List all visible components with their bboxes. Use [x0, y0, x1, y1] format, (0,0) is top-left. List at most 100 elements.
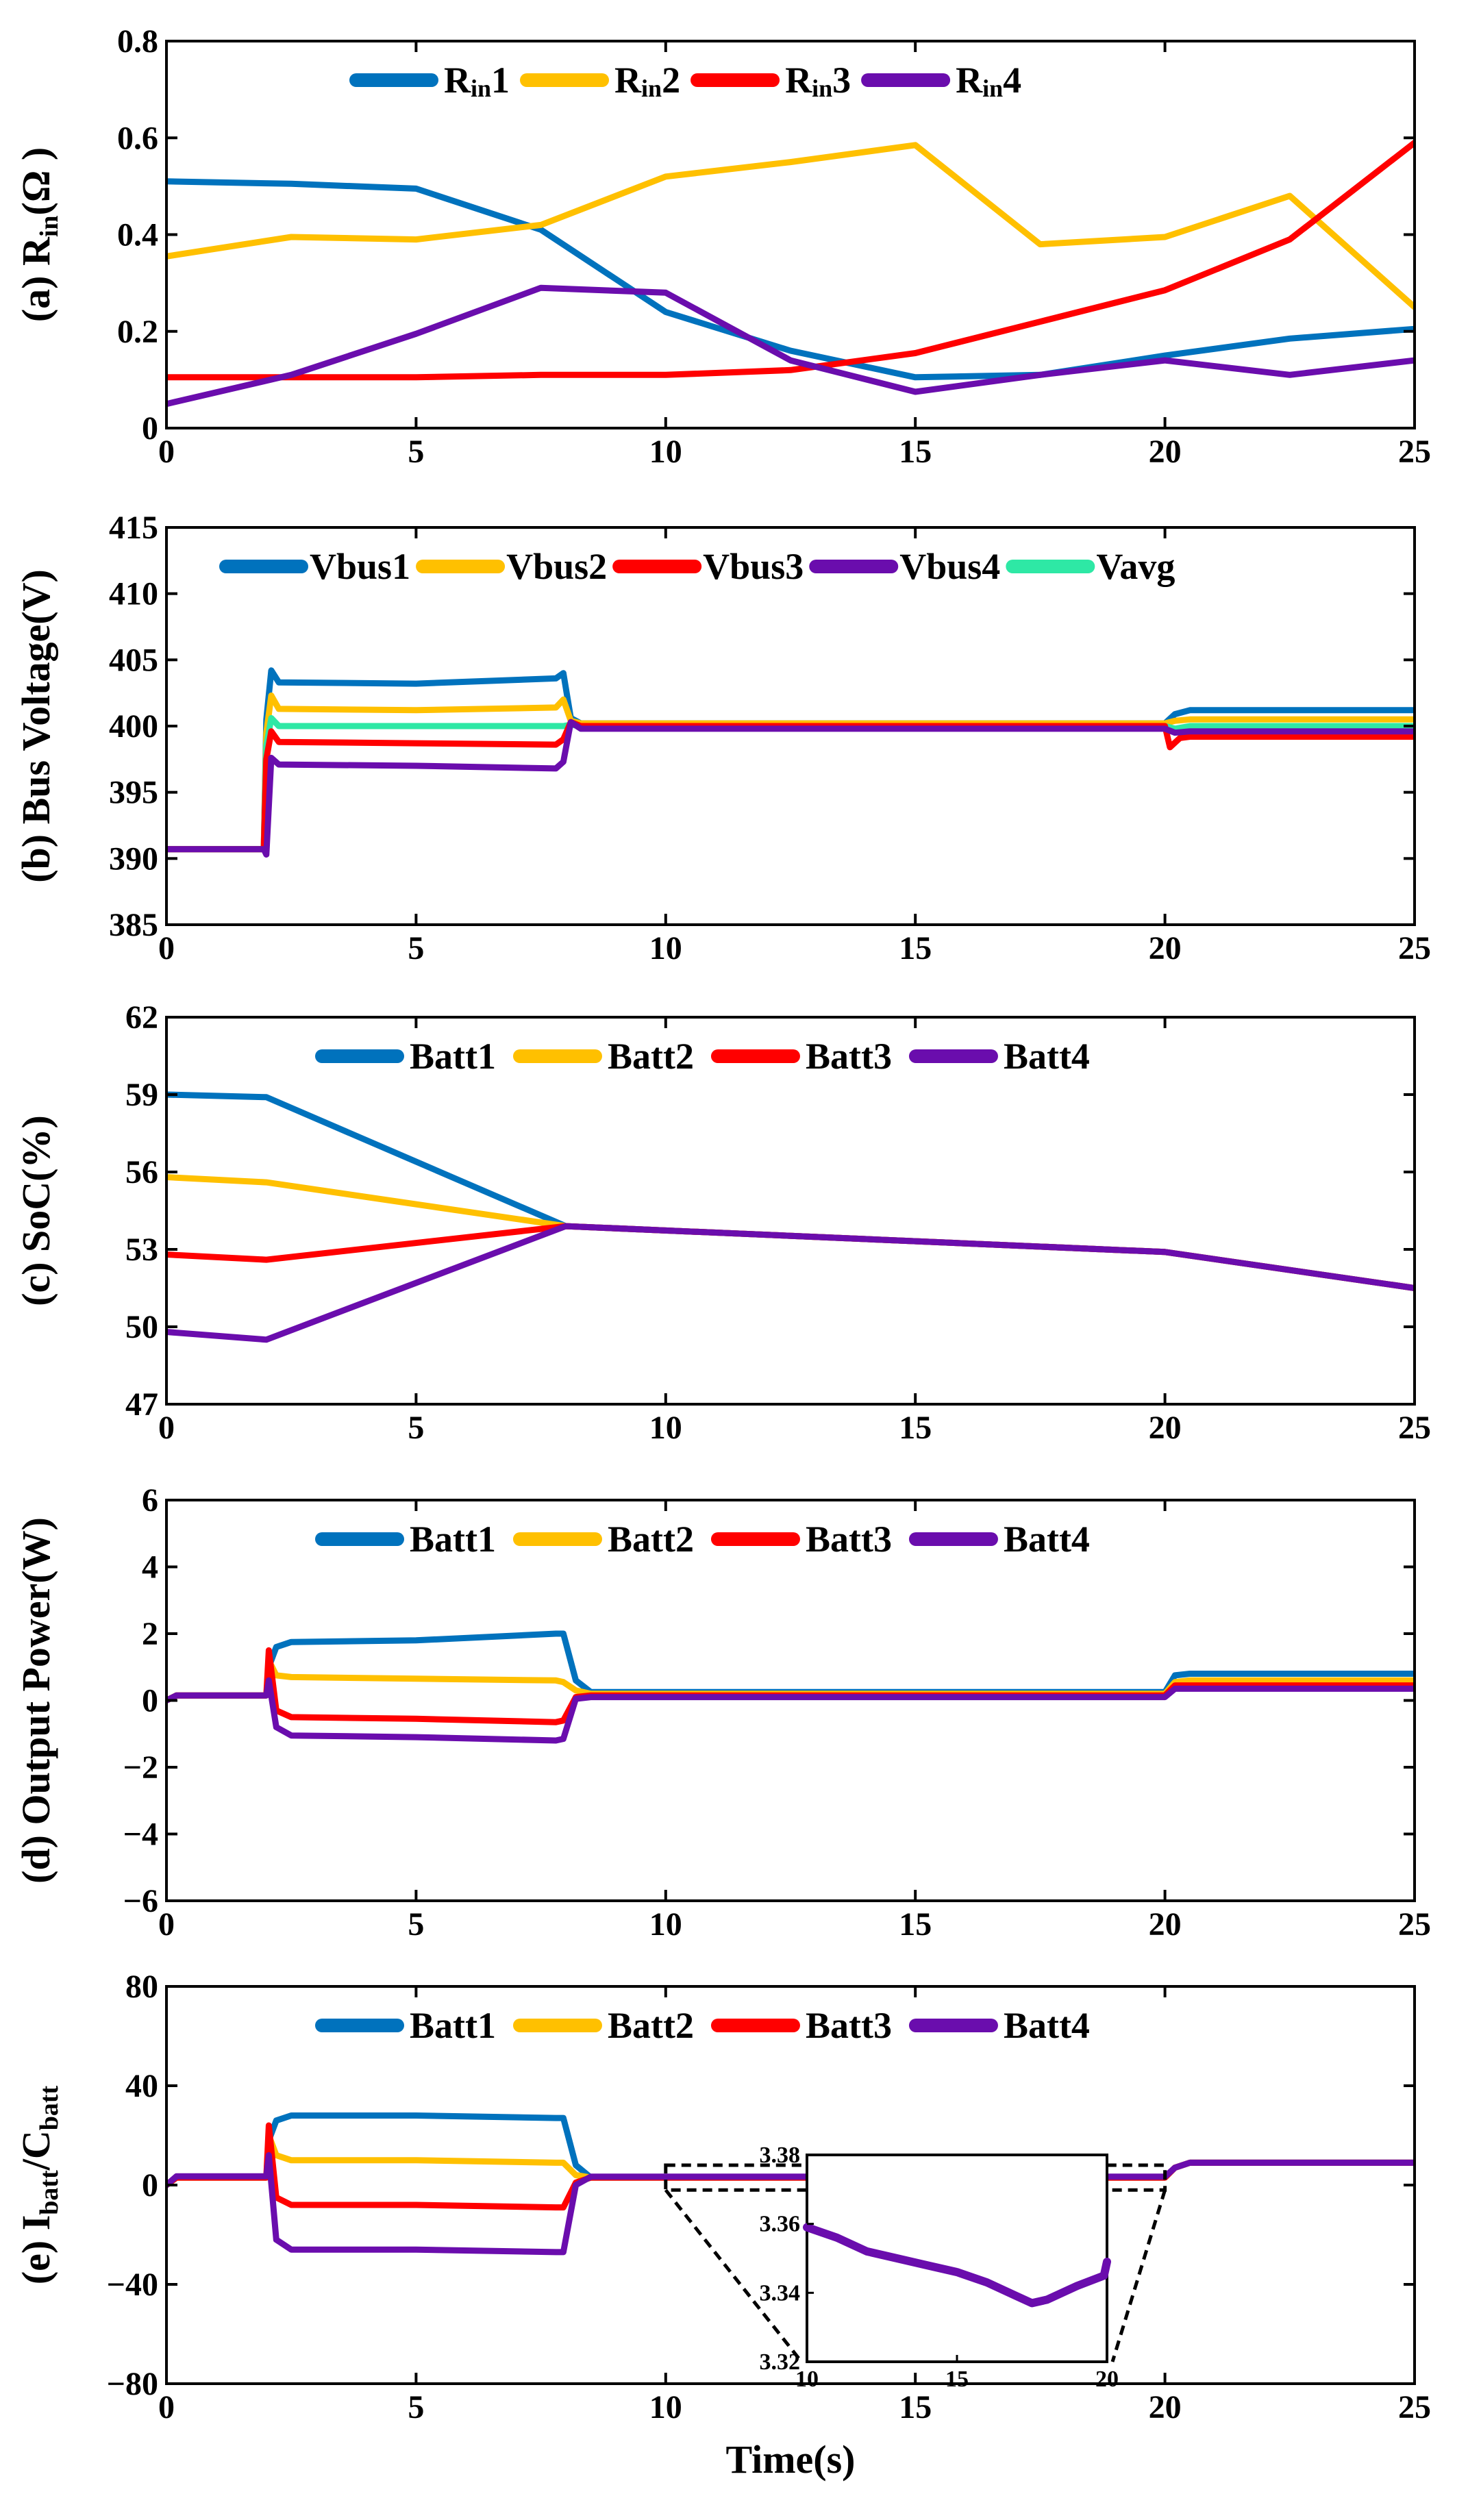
inset-axes: 10 15 20 3.32 3.34 3.36 3.38 — [760, 2143, 1119, 2392]
x-tick-label: 5 — [408, 2389, 424, 2425]
legend-label-tail: 4 — [1003, 60, 1021, 101]
zoom-connector-right — [1110, 2189, 1167, 2362]
legend-entry-batt1: Batt1 — [410, 2005, 496, 2046]
y-axis-label-sub: batt — [35, 2170, 64, 2215]
series-line-batt4 — [166, 1223, 1415, 1343]
legend-label: Vbus4 — [899, 546, 1000, 587]
legend-label: Batt3 — [806, 2005, 892, 2046]
series-line-vbus1 — [166, 667, 1415, 853]
x-tick-label: 20 — [1149, 1410, 1182, 1446]
inset-x-tick-label: 20 — [1095, 2367, 1119, 2392]
y-axis-label-text: /C — [14, 2130, 58, 2171]
inset-y-tick-label: 3.38 — [760, 2143, 801, 2168]
x-tick-label: 20 — [1149, 2389, 1182, 2425]
legend-label: R — [444, 60, 471, 101]
legend-entry-vbus2: Vbus2 — [506, 546, 607, 587]
legend-label: Batt4 — [1004, 2005, 1090, 2046]
inset-series-line-batt4 — [803, 2223, 1111, 2308]
legend-entry-batt3: Batt3 — [806, 1519, 892, 1560]
y-tick-label: 0.2 — [117, 314, 158, 350]
y-tick-label: 4 — [142, 1549, 158, 1586]
y-tick-label: −2 — [123, 1749, 158, 1786]
inset-frame — [806, 2154, 1108, 2363]
y-axis-label-text: (a) R — [14, 236, 58, 322]
series-line-rin1 — [166, 178, 1415, 381]
legend-entry-batt3: Batt3 — [806, 2005, 892, 2046]
series-line-rin4 — [166, 284, 1415, 408]
x-tick-label: 10 — [649, 1410, 682, 1446]
y-axis-label-sub: batt — [35, 2085, 64, 2130]
y-tick-label: 2 — [142, 1616, 158, 1652]
x-tick-label: 25 — [1398, 2389, 1431, 2425]
x-tick-label: 20 — [1149, 1906, 1182, 1943]
inset-x-tick-label: 15 — [945, 2367, 969, 2392]
x-tick-label: 25 — [1398, 930, 1431, 966]
y-tick-label: 0.6 — [117, 120, 158, 156]
x-tick-label: 15 — [899, 930, 932, 966]
y-axis-label: (e) Ibatt/Cbatt — [14, 2085, 64, 2284]
y-tick-label: −80 — [107, 2366, 158, 2402]
series-line-batt4 — [166, 2152, 1415, 2256]
legend-label-sub: in — [982, 75, 1003, 102]
legend-entry-batt1: Batt1 — [410, 1036, 496, 1077]
series-group — [166, 139, 1415, 408]
plot-frame — [165, 1016, 1416, 1406]
legend-entry-rin4: Rin4 — [956, 60, 1021, 102]
y-tick-label: 0 — [142, 1683, 158, 1719]
legend-entry-batt4: Batt4 — [1004, 2005, 1090, 2046]
series-line-batt4 — [166, 1677, 1415, 1744]
x-tick-label: 15 — [899, 1906, 932, 1943]
legend-entry-batt4: Batt4 — [1004, 1519, 1090, 1560]
x-tick-label: 0 — [158, 1906, 175, 1943]
panel-d: 0 5 10 15 20 25 −6 −4 −2 0 2 4 6 (d) Output Power(W) B… — [14, 1482, 1431, 1943]
series-line-vbus4 — [166, 719, 1415, 858]
legend-label: Vbus3 — [703, 546, 804, 587]
y-tick-label: 0.4 — [117, 217, 158, 253]
inset-y-tick-label: 3.36 — [760, 2212, 801, 2237]
plot-frame — [165, 1985, 1416, 2385]
series-line-rin2 — [166, 142, 1415, 310]
panel-b: 0 5 10 15 20 25 385 390 395 400 405 410 415 (b) Bus V… — [14, 510, 1431, 966]
series-group — [166, 1091, 1415, 1343]
y-axis-label-text: (e) I — [14, 2215, 58, 2284]
x-tick-label: 10 — [649, 2389, 682, 2425]
x-tick-label: 15 — [899, 1410, 932, 1446]
y-axis-label-sub: in — [35, 215, 64, 237]
y-axis-label: (d) Output Power(W) — [14, 1517, 58, 1884]
legend-label: R — [785, 60, 812, 101]
legend-label: Vbus2 — [506, 546, 607, 587]
y-tick-label: 50 — [125, 1309, 158, 1345]
legend-label-sub: in — [641, 75, 662, 102]
x-tick-label: 25 — [1398, 1906, 1431, 1943]
series-group — [166, 2112, 1415, 2256]
legend-entry-vavg: Vavg — [1096, 546, 1175, 587]
legend: Rin1 Rin2 Rin3 Rin4 — [349, 60, 1021, 102]
x-tick-label: 5 — [408, 1410, 424, 1446]
y-tick-label: 415 — [109, 510, 158, 546]
x-tick-label: 0 — [158, 930, 175, 966]
y-axis-label: (b) Bus Voltage(V) — [14, 569, 58, 883]
y-axis-label-text: (b) Bus Voltage(V) — [14, 569, 58, 883]
y-axis-label: (a) Rin(Ω ) — [14, 147, 64, 322]
y-axis-label-text: (c) SoC(%) — [14, 1115, 58, 1306]
legend-label-sub: in — [471, 75, 491, 102]
x-tick-label: 5 — [408, 930, 424, 966]
inset-y-tick-label: 3.34 — [760, 2280, 801, 2306]
legend-entry-rin2: Rin2 — [614, 60, 680, 102]
y-tick-label: 62 — [125, 999, 158, 1036]
legend-label: Vavg — [1096, 546, 1175, 587]
legend-entry-batt2: Batt2 — [608, 1519, 694, 1560]
legend: Batt1 Batt2 Batt3 Batt4 — [315, 1036, 1090, 1077]
legend: Vbus1 Vbus2 Vbus3 Vbus4 Vavg — [219, 546, 1175, 587]
legend-entry-batt1: Batt1 — [410, 1519, 496, 1560]
legend-label: Batt4 — [1004, 1519, 1090, 1560]
legend-label: R — [956, 60, 983, 101]
legend-label: Batt2 — [608, 1036, 694, 1077]
y-tick-label: 400 — [109, 708, 158, 745]
legend-label: R — [614, 60, 642, 101]
x-tick-label: 20 — [1149, 434, 1182, 470]
x-tick-label: 10 — [649, 1906, 682, 1943]
x-tick-label: 25 — [1398, 434, 1431, 470]
inset-y-tick-label: 3.32 — [760, 2349, 801, 2375]
